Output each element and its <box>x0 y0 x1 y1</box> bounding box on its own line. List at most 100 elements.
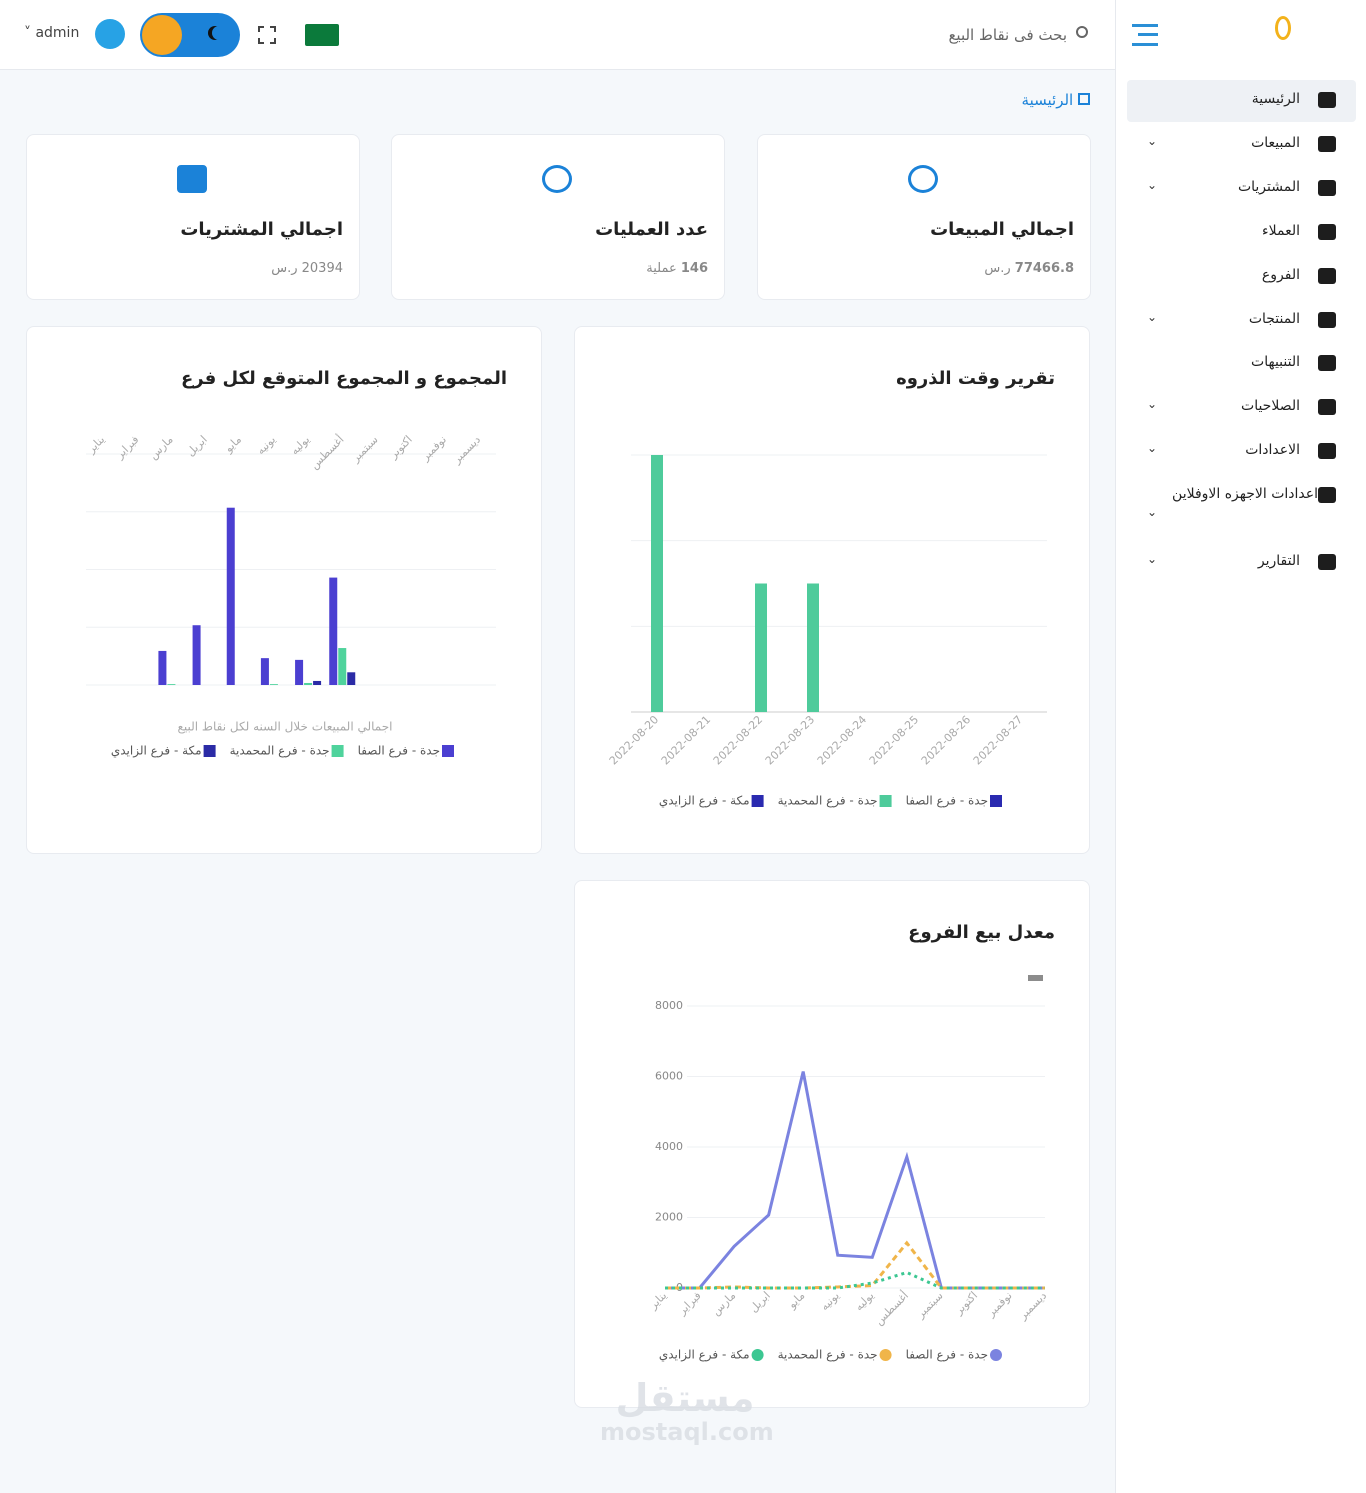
card-value: 77466.8 ر.س <box>984 261 1074 276</box>
chart-card: تقرير وقت الذروه 2022-08-20 2022-08-21 2022… <box>574 326 1090 854</box>
legend-label: جدة - فرع المحمدية <box>230 744 330 759</box>
nav-icon <box>1318 136 1336 152</box>
fullscreen-button[interactable] <box>258 26 276 44</box>
watermark-arabic: مستقل <box>615 1376 755 1420</box>
menu-toggle[interactable] <box>1132 24 1158 46</box>
bar <box>313 680 322 685</box>
nav-item[interactable]: التنبيهات <box>1127 343 1356 385</box>
bar <box>651 455 663 712</box>
value-unit: ر.س <box>984 261 1011 276</box>
nav-label: التنبيهات <box>1251 354 1300 370</box>
legend-label: جدة - فرع الصفا <box>906 1348 988 1363</box>
user-name: admin <box>35 25 80 41</box>
avatar[interactable] <box>95 19 125 49</box>
legend-marker <box>879 1349 892 1361</box>
bar <box>347 672 356 685</box>
nav-icon <box>1318 554 1336 570</box>
nav-label: الفروع <box>1261 267 1300 283</box>
value-unit: عملية <box>646 261 677 276</box>
nav-icon <box>1318 312 1336 328</box>
x-tick-label: ديسمبر <box>1016 1289 1050 1323</box>
logo <box>1271 12 1295 56</box>
nav-item[interactable]: المشتريات ⌄ <box>1127 168 1356 210</box>
nav-caret: ⌄ <box>1147 310 1158 324</box>
x-tick-label: ديسمبر <box>450 433 484 467</box>
chart-title: المجموع و المجموع المتوقع لكل فرع <box>181 368 507 389</box>
x-tick-label: 2022-08-23 <box>763 713 817 767</box>
nav-caret: ⌄ <box>1147 441 1158 455</box>
search-icon <box>1076 26 1088 38</box>
stat-card: عدد العمليات 146 عملية <box>391 134 725 300</box>
x-tick-label: 2022-08-26 <box>919 713 973 767</box>
nav-label: المشتريات <box>1237 179 1300 195</box>
line-series <box>665 1240 1045 1290</box>
nav-caret: ⌄ <box>1147 552 1158 566</box>
legend-label: مكة - فرع الزايدي <box>659 794 750 809</box>
nav-item[interactable]: العملاء <box>1127 212 1356 254</box>
bar <box>192 625 201 685</box>
breadcrumb-icon <box>1078 93 1090 105</box>
x-tick-label: ابريل <box>747 1289 773 1315</box>
nav-caret: ⌄ <box>1147 505 1158 519</box>
x-tick-label: أغسطس <box>872 1288 911 1327</box>
nav-item[interactable]: المنتجات ⌄ <box>1127 300 1356 342</box>
line-series <box>665 1270 1045 1290</box>
legend-marker <box>990 795 1002 807</box>
nav-item[interactable]: الرئيسية <box>1127 80 1356 122</box>
chart-card: المجموع و المجموع المتوقع لكل فرع يناير فب… <box>26 326 542 854</box>
card-icon <box>908 165 938 193</box>
legend-marker <box>990 1349 1002 1361</box>
watermark: مستقل mostaql.com <box>600 1376 774 1446</box>
card-title: عدد العمليات <box>595 219 708 240</box>
nav-icon <box>1318 399 1336 415</box>
value-number: 77466.8 <box>1014 261 1074 276</box>
nav-item[interactable]: الاعدادات ⌄ <box>1127 431 1356 473</box>
card-value: 146 عملية <box>646 261 708 276</box>
value-number: 20394 <box>301 261 343 276</box>
bar <box>269 684 278 685</box>
nav-icon <box>1318 268 1336 284</box>
user-menu[interactable]: ˅ admin <box>24 25 80 41</box>
nav-label: التقارير <box>1257 553 1300 569</box>
card-title: اجمالي المشتريات <box>180 219 343 240</box>
nav-label: العملاء <box>1262 223 1300 239</box>
legend-marker <box>879 795 892 807</box>
nav-icon <box>1318 92 1336 108</box>
x-tick-label: سبتمبر <box>348 433 380 465</box>
x-tick-label: فبراير <box>113 433 142 462</box>
stat-card: اجمالي المبيعات 77466.8 ر.س <box>757 134 1091 300</box>
x-tick-label: مايو <box>221 433 244 456</box>
search-input[interactable]: بحث فى نقاط البيع <box>948 26 1067 44</box>
nav-caret: ⌄ <box>1147 134 1158 148</box>
bar <box>329 577 338 685</box>
legend-label: جدة - فرع الصفا <box>358 744 440 759</box>
nav-item[interactable]: المبيعات ⌄ <box>1127 124 1356 166</box>
chart: تقرير وقت الذروه2022-08-202022-08-212022… <box>607 368 1055 809</box>
nav-item[interactable]: الفروع <box>1127 256 1356 298</box>
nav-item[interactable]: التقارير ⌄ <box>1127 542 1356 584</box>
nav-item[interactable]: الصلاحيات ⌄ <box>1127 387 1356 429</box>
x-tick-label: نوفمبر <box>984 1289 1015 1320</box>
bar <box>295 659 304 685</box>
x-tick-label: يناير <box>646 1289 669 1312</box>
bar <box>755 583 767 712</box>
legend-marker <box>331 745 344 757</box>
y-tick-label: 2000 <box>655 1211 683 1224</box>
card-icon <box>542 165 572 193</box>
sidebar: الرئيسية المبيعات ⌄ المشتريات ⌄ العملاء الفروع… <box>1115 0 1366 1493</box>
bar <box>304 682 313 685</box>
x-tick-label: يناير <box>84 433 107 456</box>
nav-item[interactable]: اعدادات الاجهزه الاوفلاين ⌄ <box>1127 475 1356 519</box>
bar <box>260 658 269 685</box>
bar <box>167 684 176 685</box>
chart: المجموع و المجموع المتوقع لكل فرع يناير فب… <box>84 368 507 759</box>
language-flag[interactable] <box>305 24 339 46</box>
theme-toggle[interactable] <box>140 13 240 57</box>
breadcrumb[interactable]: الرئيسية <box>1022 91 1090 109</box>
legend-marker <box>751 795 764 807</box>
x-tick-label: أغسطس <box>307 432 346 471</box>
x-tick-label: 2022-08-25 <box>867 713 921 767</box>
sun-icon <box>142 15 182 55</box>
moon-icon <box>212 26 226 40</box>
stat-card: اجمالي المشتريات 20394 ر.س <box>26 134 360 300</box>
